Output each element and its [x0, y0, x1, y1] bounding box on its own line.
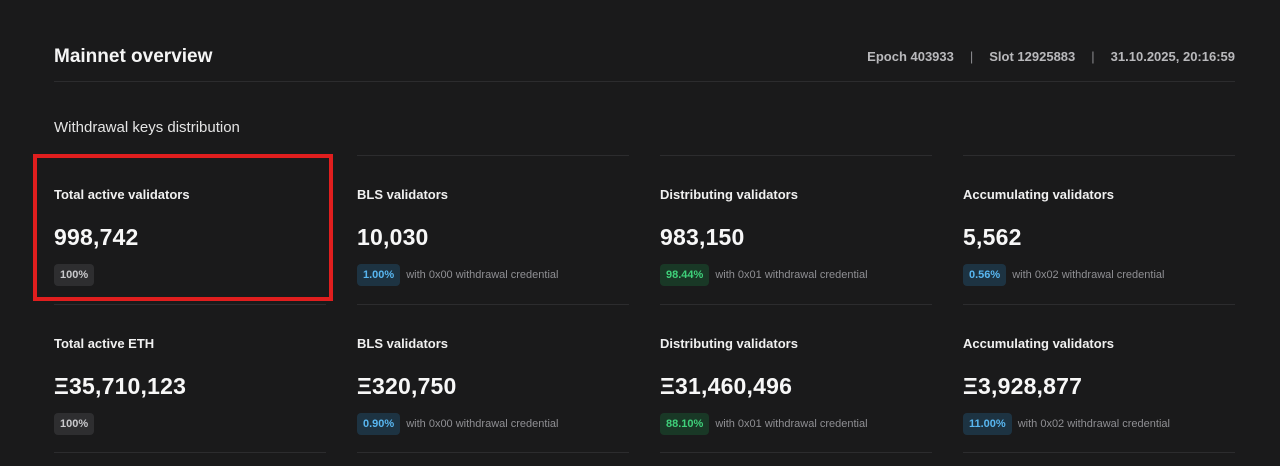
- validators-row: Total active validators 998,742 100% BLS…: [54, 155, 1235, 304]
- percent-badge: 100%: [54, 413, 95, 435]
- meta-separator: |: [969, 49, 974, 64]
- epoch-link[interactable]: Epoch 403933: [867, 49, 954, 64]
- timestamp: 31.10.2025, 20:16:59: [1110, 49, 1235, 64]
- percent-badge: 0.90%: [357, 413, 401, 435]
- stat-card-distributing-eth: Distributing validators Ξ31,460,496 88.1…: [660, 304, 932, 453]
- stat-value: 998,742: [54, 224, 139, 250]
- section-title: Withdrawal keys distribution: [54, 119, 240, 136]
- stat-label: Accumulating validators: [963, 187, 1114, 202]
- credential-note: with 0x00 withdrawal credential: [406, 269, 559, 281]
- percent-badge: 1.00%: [357, 264, 401, 286]
- slot-link[interactable]: Slot 12925883: [989, 49, 1076, 64]
- stat-label: BLS validators: [357, 336, 449, 351]
- stat-card-total-active-validators: Total active validators 998,742 100%: [54, 155, 326, 304]
- stat-label: Distributing validators: [660, 187, 798, 202]
- credential-note: with 0x02 withdrawal credential: [1012, 269, 1165, 281]
- meta-separator: |: [1091, 49, 1095, 64]
- stat-value: Ξ3,928,877: [963, 373, 1083, 399]
- stat-value: 983,150: [660, 224, 745, 250]
- page-title: Mainnet overview: [54, 46, 213, 67]
- chain-status: Epoch 403933 | Slot 12925883 | 31.10.202…: [867, 49, 1235, 64]
- credential-note: with 0x01 withdrawal credential: [715, 269, 868, 281]
- percent-badge: 0.56%: [963, 264, 1007, 286]
- stat-card-bls-eth: BLS validators Ξ320,750 0.90% with 0x00 …: [357, 304, 629, 453]
- stat-value: 10,030: [357, 224, 429, 250]
- eth-row: Total active ETH Ξ35,710,123 100% BLS va…: [54, 304, 1235, 453]
- percent-badge: 11.00%: [963, 413, 1012, 435]
- stat-value: Ξ320,750: [357, 373, 457, 399]
- stat-label: BLS validators: [357, 187, 449, 202]
- stat-card-total-active-eth: Total active ETH Ξ35,710,123 100%: [54, 304, 326, 453]
- credential-note: with 0x01 withdrawal credential: [715, 418, 868, 430]
- credential-note: with 0x00 withdrawal credential: [406, 418, 559, 430]
- credential-note: with 0x02 withdrawal credential: [1017, 418, 1170, 430]
- stat-value: 5,562: [963, 224, 1022, 250]
- stat-label: Total active validators: [54, 187, 190, 202]
- percent-badge: 98.44%: [660, 264, 710, 286]
- stats-grid: Total active validators 998,742 100% BLS…: [54, 155, 1235, 453]
- stat-card-distributing-validators: Distributing validators 983,150 98.44% w…: [660, 155, 932, 304]
- overview-header: Mainnet overview Epoch 403933 | Slot 129…: [54, 44, 1235, 82]
- percent-badge: 88.10%: [660, 413, 710, 435]
- percent-badge: 100%: [54, 264, 95, 286]
- stat-label: Total active ETH: [54, 336, 155, 351]
- stat-value: Ξ31,460,496: [660, 373, 793, 399]
- stat-card-bls-validators: BLS validators 10,030 1.00% with 0x00 wi…: [357, 155, 629, 304]
- stat-card-accumulating-eth: Accumulating validators Ξ3,928,877 11.00…: [963, 304, 1235, 453]
- stat-value: Ξ35,710,123: [54, 373, 187, 399]
- stat-label: Accumulating validators: [963, 336, 1114, 351]
- stat-card-accumulating-validators: Accumulating validators 5,562 0.56% with…: [963, 155, 1235, 304]
- stat-label: Distributing validators: [660, 336, 798, 351]
